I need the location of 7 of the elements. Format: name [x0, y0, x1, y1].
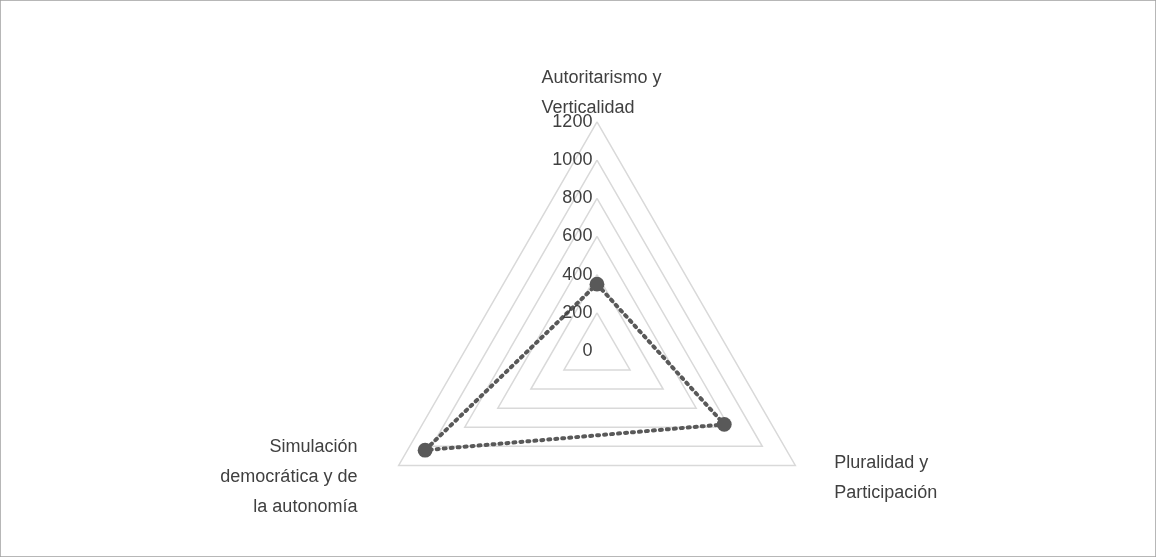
y-tick-label: 600: [562, 225, 593, 246]
spoke-label: Simulación democrática y de la autonomía: [220, 435, 359, 516]
y-tick-label: 0: [582, 339, 593, 360]
y-tick-label: 1000: [552, 149, 593, 170]
y-tick-label: 400: [562, 263, 593, 284]
y-tick-label: 800: [562, 187, 593, 208]
spoke-label: Pluralidad y Participación: [834, 451, 938, 502]
